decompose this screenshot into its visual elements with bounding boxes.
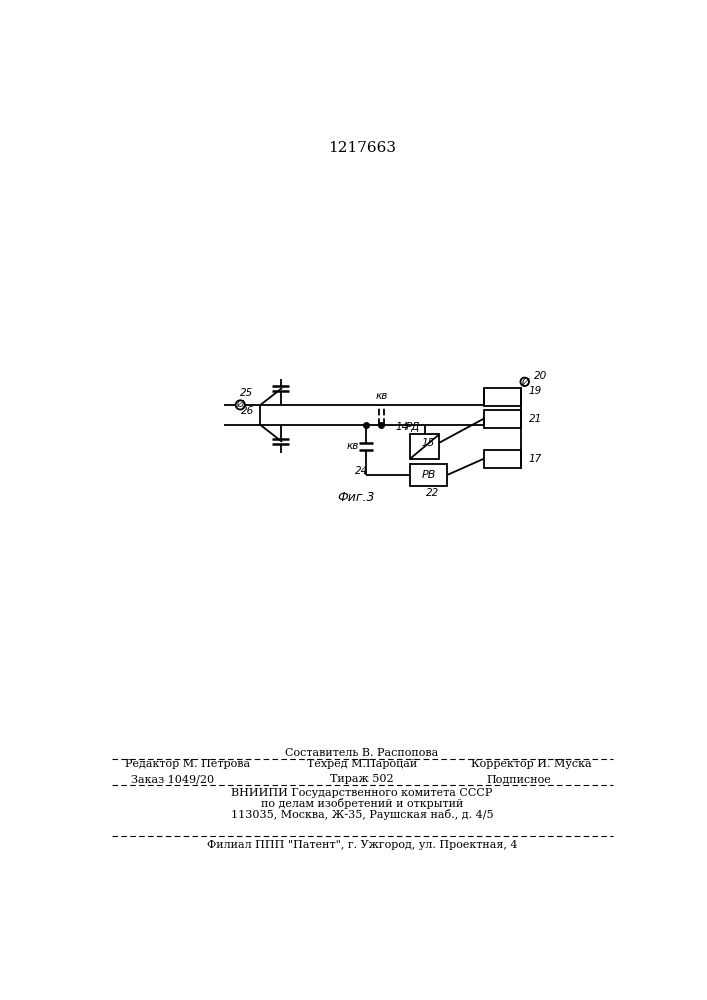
Text: 25: 25 bbox=[240, 388, 253, 398]
Text: Составитель В. Распопова: Составитель В. Распопова bbox=[286, 748, 438, 758]
Text: РД: РД bbox=[406, 422, 420, 432]
Text: Фиг.3: Фиг.3 bbox=[337, 491, 375, 504]
Text: 20: 20 bbox=[534, 371, 547, 381]
Text: Филиал ППП "Патент", г. Ужгород, ул. Проектная, 4: Филиал ППП "Патент", г. Ужгород, ул. Про… bbox=[206, 840, 518, 850]
Text: Редактор М. Петрова: Редактор М. Петрова bbox=[125, 759, 250, 769]
Text: 24: 24 bbox=[356, 466, 368, 476]
Text: 14: 14 bbox=[396, 422, 409, 432]
Bar bbox=[410, 434, 440, 459]
Text: ВНИИПИ Государственного комитета СССР: ВНИИПИ Государственного комитета СССР bbox=[231, 788, 493, 798]
Text: 26: 26 bbox=[241, 406, 255, 416]
Text: 22: 22 bbox=[426, 488, 439, 498]
Text: Ø: Ø bbox=[237, 400, 244, 409]
Text: по делам изобретений и открытий: по делам изобретений и открытий bbox=[261, 798, 463, 809]
Text: Подписное: Подписное bbox=[487, 774, 551, 784]
Text: кв: кв bbox=[346, 441, 359, 451]
Text: 1217663: 1217663 bbox=[328, 141, 396, 155]
Text: 15: 15 bbox=[421, 438, 434, 448]
Text: кв: кв bbox=[375, 391, 387, 401]
Bar bbox=[484, 410, 521, 428]
Text: Тираж 502: Тираж 502 bbox=[330, 774, 394, 784]
Text: 17: 17 bbox=[529, 454, 542, 464]
Text: РВ: РВ bbox=[421, 470, 436, 480]
Bar bbox=[410, 464, 448, 486]
Text: Заказ 1049/20: Заказ 1049/20 bbox=[131, 774, 214, 784]
Text: 113035, Москва, Ж-35, Раушская наб., д. 4/5: 113035, Москва, Ж-35, Раушская наб., д. … bbox=[230, 809, 493, 820]
Bar bbox=[484, 450, 521, 468]
Text: Техред М.Пароцай: Техред М.Пароцай bbox=[307, 759, 417, 769]
Bar bbox=[484, 388, 521, 406]
Text: 19: 19 bbox=[529, 386, 542, 396]
Text: Ø: Ø bbox=[522, 378, 530, 388]
Text: Корректор И. Муска: Корректор И. Муска bbox=[472, 759, 592, 769]
Text: 21: 21 bbox=[529, 414, 542, 424]
